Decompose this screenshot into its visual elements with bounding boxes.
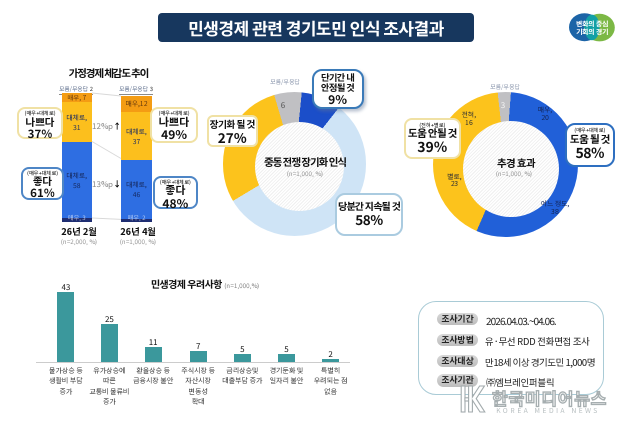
svg-text:변화의 중심: 변화의 중심	[576, 20, 608, 30]
svg-text:기회의 경기: 기회의 경기	[576, 28, 608, 38]
